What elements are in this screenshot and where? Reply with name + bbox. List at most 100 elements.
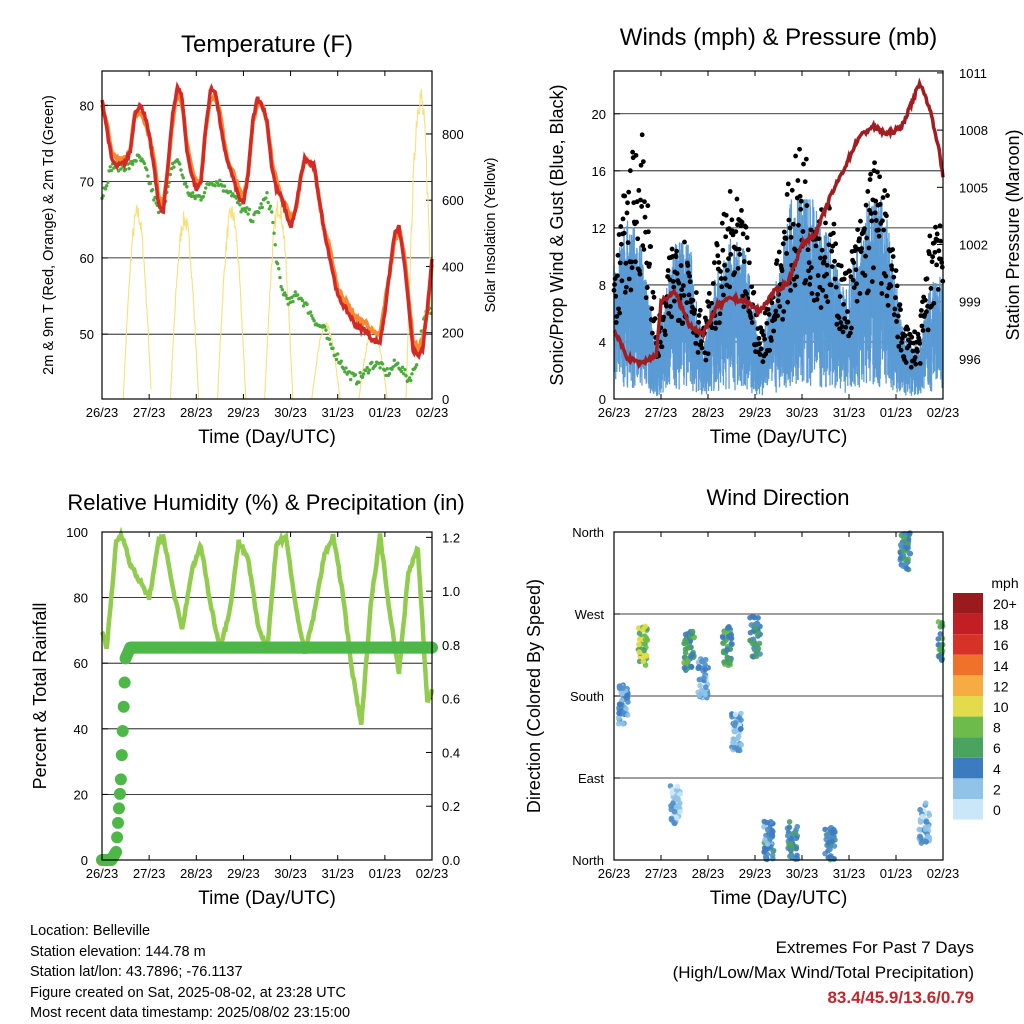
temperature-x-axis: 26/23 27/23 28/23 29/23 30/23 31/23 01/23 02/23 xyxy=(86,71,448,420)
gust-point xyxy=(734,196,740,202)
direction-point xyxy=(825,854,832,861)
gust-point xyxy=(873,198,879,204)
gust-point xyxy=(693,290,699,295)
gust-point xyxy=(646,229,651,235)
gust-point xyxy=(716,260,722,265)
gust-point xyxy=(931,240,937,246)
gust-point xyxy=(891,312,897,318)
gust-point xyxy=(615,252,621,258)
gust-point xyxy=(915,349,920,354)
gust-point xyxy=(744,291,749,297)
gust-point xyxy=(930,254,936,260)
gust-point xyxy=(837,294,843,299)
gust-point xyxy=(616,306,621,312)
direction-point xyxy=(737,726,744,732)
humidity-y-label: Percent & Total Rainfall xyxy=(30,603,50,790)
gust-point xyxy=(774,258,780,264)
direction-point xyxy=(619,720,626,727)
gust-point xyxy=(751,289,757,295)
gust-point xyxy=(869,279,875,285)
dewpoint-point xyxy=(300,298,305,303)
speed-legend-label: 6 xyxy=(993,740,1001,756)
gust-point xyxy=(865,288,871,294)
direction-point xyxy=(736,747,743,754)
dewpoint-point xyxy=(312,319,316,323)
direction-point xyxy=(756,640,763,647)
gust-point xyxy=(806,260,812,266)
y-tick-label: 60 xyxy=(80,251,94,266)
gust-point xyxy=(628,287,634,293)
gust-point xyxy=(841,301,846,307)
gust-point xyxy=(880,218,885,224)
direction-point xyxy=(922,826,929,833)
gust-point xyxy=(717,311,723,317)
gust-point xyxy=(884,293,890,299)
dewpoint-point xyxy=(360,375,365,379)
figure-created: Figure created on Sat, 2025-08-02, at 23… xyxy=(30,984,346,1001)
dewpoint-point xyxy=(414,363,419,367)
direction-point xyxy=(619,690,625,697)
direction-point xyxy=(625,699,631,705)
dewpoint-point xyxy=(244,209,248,214)
dewpoint-point xyxy=(403,367,407,372)
y-tick-label: 20 xyxy=(74,787,88,802)
gust-point xyxy=(793,153,799,159)
dewpoint-point xyxy=(245,206,249,210)
speed-legend-label: 18 xyxy=(993,617,1009,633)
gust-point xyxy=(705,299,711,305)
gust-point xyxy=(726,226,732,231)
gust-point xyxy=(796,222,801,228)
y-tick-label: 40 xyxy=(74,722,88,737)
dewpoint-point xyxy=(222,184,227,188)
gust-point xyxy=(929,259,935,265)
y2-tick-label: 0.4 xyxy=(442,745,460,760)
speed-legend-label: 12 xyxy=(993,678,1009,694)
gust-point xyxy=(936,248,942,254)
dewpoint-point xyxy=(280,287,285,292)
gust-point xyxy=(805,247,811,253)
direction-point xyxy=(616,684,623,690)
speed-legend-label: 16 xyxy=(993,637,1009,653)
direction-point xyxy=(730,736,737,742)
speed-legend-swatch xyxy=(953,634,983,655)
dewpoint-point xyxy=(202,190,207,195)
y2-tick-label: 0.8 xyxy=(442,638,460,653)
direction-point xyxy=(673,795,679,802)
winds-title: Winds (mph) & Pressure (mb) xyxy=(620,24,937,51)
speed-legend-label: 20+ xyxy=(993,596,1017,612)
direction-point xyxy=(755,630,761,637)
gust-point xyxy=(717,320,722,326)
direction-point xyxy=(939,620,945,626)
gust-point xyxy=(690,297,696,303)
dewpoint-point xyxy=(257,210,261,215)
gust-point xyxy=(818,305,824,310)
x-tick-label: 01/23 xyxy=(369,866,402,881)
pressure-y-label: Station Pressure (Maroon) xyxy=(1003,129,1023,340)
direction-point xyxy=(786,824,793,831)
gust-point xyxy=(741,259,747,264)
pressure-series xyxy=(612,77,945,370)
temperature-title: Temperature (F) xyxy=(181,31,353,58)
gust-point xyxy=(924,309,929,315)
gust-point xyxy=(722,262,727,268)
y-tick-label: 4 xyxy=(599,335,606,350)
dewpoint-point xyxy=(178,162,182,166)
direction-point xyxy=(754,620,761,627)
direction-point xyxy=(720,640,726,646)
gust-point xyxy=(622,289,628,295)
dewpoint-point xyxy=(277,267,281,271)
dewpoint-point xyxy=(323,325,327,329)
gust-point xyxy=(893,295,898,301)
x-tick-label: 30/23 xyxy=(786,866,819,881)
gust-point xyxy=(695,350,701,355)
direction-point xyxy=(786,819,793,825)
gust-point xyxy=(776,249,782,255)
dewpoint-point xyxy=(402,372,406,376)
gust-point xyxy=(692,307,698,313)
x-tick-label: 30/23 xyxy=(786,405,819,420)
gust-point xyxy=(621,230,627,236)
speed-legend-label: 2 xyxy=(993,781,1001,797)
dewpoint-point xyxy=(142,161,147,166)
dewpoint-point xyxy=(387,372,392,376)
gust-point xyxy=(730,232,736,238)
